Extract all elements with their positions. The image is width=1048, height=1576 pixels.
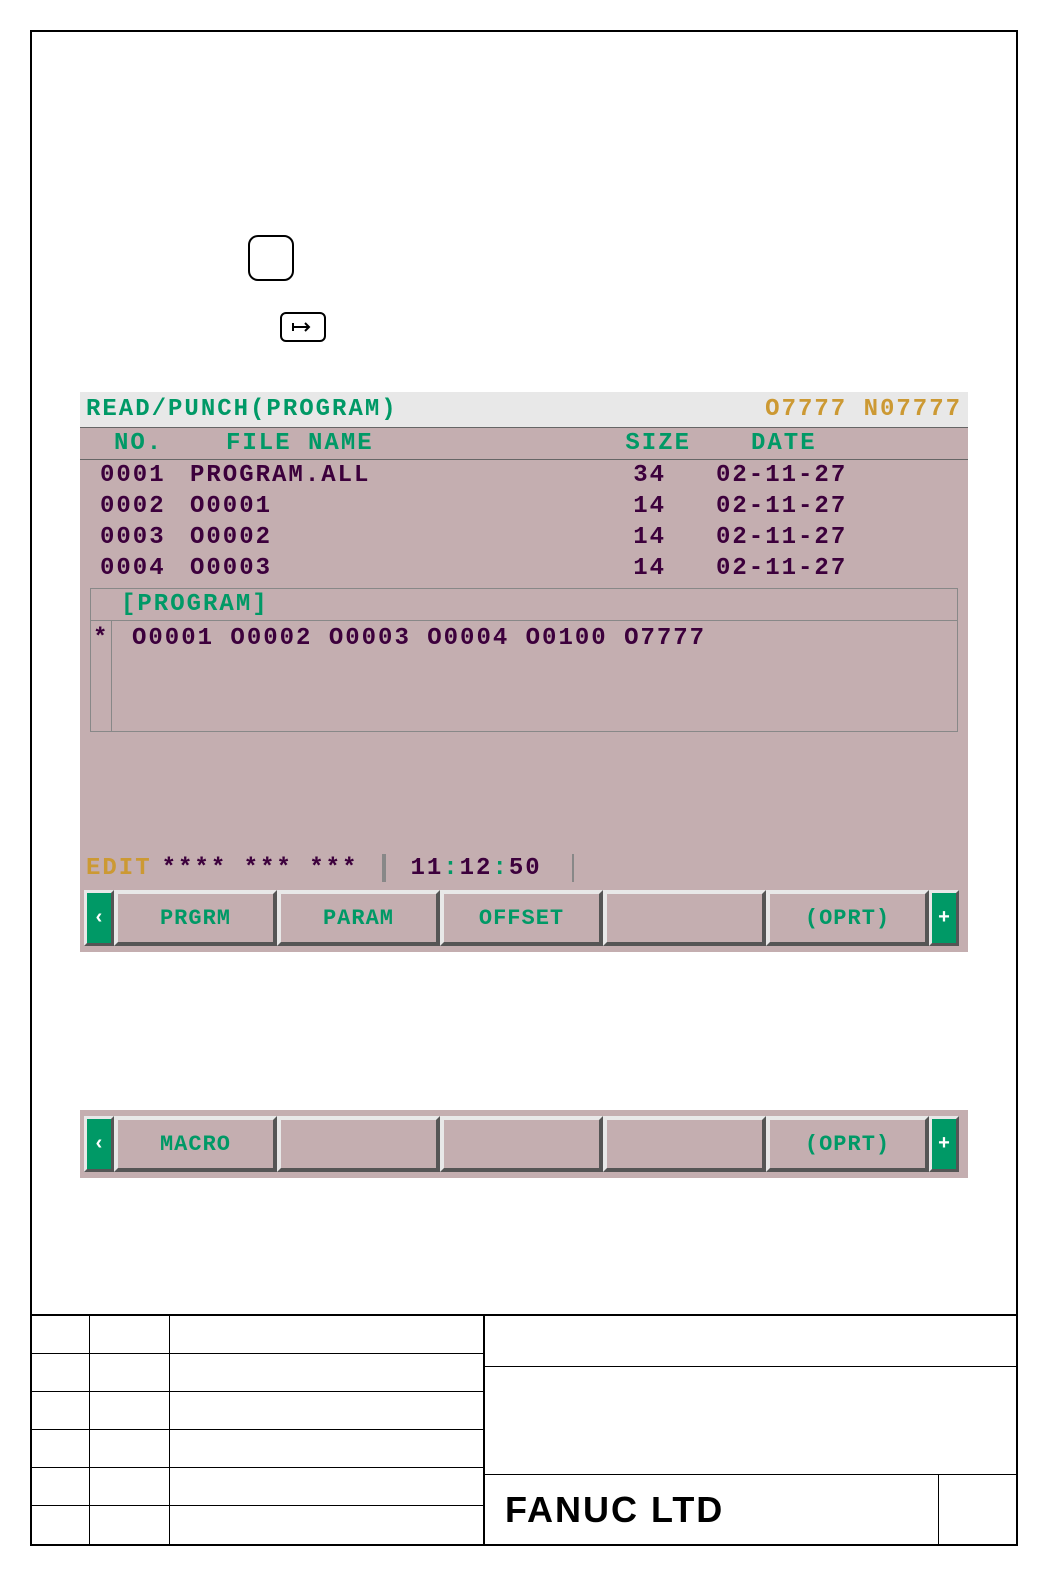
cell-no: 0001 [86, 462, 186, 489]
softkey-prgrm-button[interactable]: PRGRM [114, 890, 277, 946]
clock: 11:12:50 [410, 855, 541, 882]
file-table-body: 0001 PROGRAM.ALL 34 02-11-27 0002 O0001 … [80, 460, 968, 584]
program-list: O0001 O0002 O0003 O0004 O0100 O7777 [111, 621, 957, 731]
status-indicators: **** *** *** [162, 855, 359, 882]
table-row: 0002 O0001 14 02-11-27 [86, 491, 962, 522]
table-row: 0003 O0002 14 02-11-27 [86, 522, 962, 553]
softkey-bar-1: ‹ PRGRM PARAM OFFSET (OPRT) + [80, 884, 968, 952]
mode-label: EDIT [86, 855, 162, 882]
cell-name: PROGRAM.ALL [186, 462, 506, 489]
header-no: NO. [86, 430, 186, 457]
file-table-header: NO. FILE NAME SIZE DATE [80, 427, 968, 460]
softkey-empty-button[interactable] [277, 1116, 440, 1172]
cell-date: 02-11-27 [666, 555, 906, 582]
softkey-prev-button[interactable]: ‹ [84, 1116, 114, 1172]
cnc-screen: READ/PUNCH(PROGRAM) O7777 N07777 NO. FIL… [80, 392, 968, 952]
cell-date: 02-11-27 [666, 493, 906, 520]
program-label: [PROGRAM] [91, 589, 957, 620]
softkey-empty-button[interactable] [440, 1116, 603, 1172]
status-bar: EDIT **** *** *** 11:12:50 [80, 852, 968, 884]
softkey-offset-button[interactable]: OFFSET [440, 890, 603, 946]
program-number: O7777 N07777 [765, 396, 962, 423]
spacer [80, 732, 968, 852]
title-block: FANUC LTD [485, 1316, 1018, 1546]
softkey-prev-button[interactable]: ‹ [84, 890, 114, 946]
cell-date: 02-11-27 [666, 524, 906, 551]
title-bar: READ/PUNCH(PROGRAM) O7777 N07777 [80, 392, 968, 427]
cell-date: 02-11-27 [666, 462, 906, 489]
softkey-oprt-button[interactable]: (OPRT) [766, 890, 929, 946]
softkey-empty-button[interactable] [603, 1116, 766, 1172]
cell-size: 14 [506, 555, 666, 582]
cell-size: 34 [506, 462, 666, 489]
softkey-oprt-button[interactable]: (OPRT) [766, 1116, 929, 1172]
document-footer: FANUC LTD [30, 1314, 1018, 1546]
softkey-macro-button[interactable]: MACRO [114, 1116, 277, 1172]
table-row: 0001 PROGRAM.ALL 34 02-11-27 [86, 460, 962, 491]
program-section: [PROGRAM] * O0001 O0002 O0003 O0004 O010… [90, 588, 958, 732]
screen-title: READ/PUNCH(PROGRAM) [86, 396, 398, 423]
revision-table [30, 1316, 485, 1546]
softkey-next-button[interactable]: + [929, 890, 959, 946]
asterisk-marker: * [91, 621, 111, 731]
cell-name: O0002 [186, 524, 506, 551]
cell-name: O0003 [186, 555, 506, 582]
softkey-bar-2: ‹ MACRO (OPRT) + [80, 1110, 968, 1178]
cell-no: 0003 [86, 524, 186, 551]
softkey-param-button[interactable]: PARAM [277, 890, 440, 946]
key-icon-blank [248, 235, 294, 281]
cell-size: 14 [506, 524, 666, 551]
header-size: SIZE [546, 430, 691, 457]
softkey-empty-button[interactable] [603, 890, 766, 946]
header-date: DATE [691, 430, 931, 457]
header-name: FILE NAME [186, 430, 546, 457]
key-icon-right [280, 312, 326, 342]
cell-size: 14 [506, 493, 666, 520]
cell-name: O0001 [186, 493, 506, 520]
cell-no: 0004 [86, 555, 186, 582]
company-name: FANUC LTD [505, 1489, 938, 1531]
divider [572, 854, 962, 882]
table-row: 0004 O0003 14 02-11-27 [86, 553, 962, 584]
divider [382, 854, 386, 882]
cell-no: 0002 [86, 493, 186, 520]
softkey-next-button[interactable]: + [929, 1116, 959, 1172]
